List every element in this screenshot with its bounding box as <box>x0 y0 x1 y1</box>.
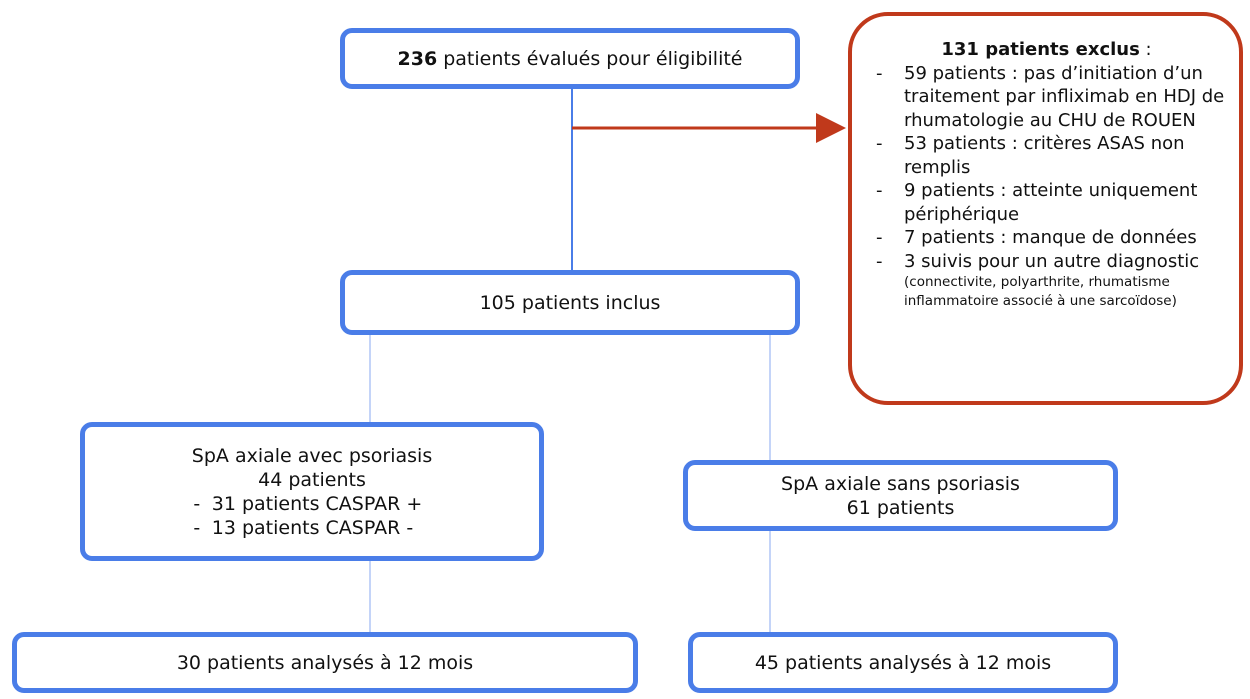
bullet: - <box>876 250 883 272</box>
bullet: - <box>193 492 201 515</box>
list-item: -53 patients : critères ASAS non remplis <box>866 132 1227 179</box>
analysed-with-box: 30 patients analysés à 12 mois <box>12 632 638 693</box>
list-item: -7 patients : manque de données <box>866 226 1227 250</box>
bullet: - <box>876 227 883 248</box>
bullet: - <box>876 180 883 201</box>
with-count: 44 patients <box>258 468 366 491</box>
screening-count: 236 <box>397 47 438 70</box>
item-text: 59 patients : pas d’initiation d’un trai… <box>904 62 1225 131</box>
item-text: 53 patients : critères ASAS non remplis <box>904 133 1185 178</box>
without-count: 61 patients <box>846 496 955 519</box>
analysed-without-text: 45 patients analysés à 12 mois <box>754 651 1052 674</box>
screening-box: 236 patients évalués pour éligibilité <box>340 28 800 89</box>
item-text: 9 patients : atteinte uniquement périphé… <box>904 180 1198 225</box>
bullet: - <box>876 133 883 154</box>
list-item: -31 patients CASPAR + <box>172 492 423 516</box>
with-title: SpA axiale avec psoriasis <box>191 444 433 467</box>
item-text: 7 patients : manque de données <box>904 227 1197 248</box>
excluded-note: (connectivite, polyarthrite, rhumatisme … <box>904 274 1177 309</box>
without-title: SpA axiale sans psoriasis <box>781 472 1020 495</box>
included-text: 105 patients inclus <box>479 291 661 314</box>
analysed-without-box: 45 patients analysés à 12 mois <box>688 632 1118 693</box>
without-psoriasis-box: SpA axiale sans psoriasis 61 patients <box>683 460 1118 531</box>
analysed-with-text: 30 patients analysés à 12 mois <box>176 651 474 674</box>
item-text: 3 suivis pour un autre diagnostic <box>904 250 1200 272</box>
excluded-title: 131 patients exclus <box>941 39 1140 60</box>
list-item: -3 suivis pour un autre diagnostic <box>866 250 1227 274</box>
list-item: -59 patients : pas d’initiation d’un tra… <box>866 62 1227 133</box>
bullet: - <box>193 516 201 539</box>
excluded-box: 131 patients exclus : -59 patients : pas… <box>848 12 1243 405</box>
list-item: -13 patients CASPAR - <box>172 516 423 540</box>
screening-text: patients évalués pour éligibilité <box>443 47 743 70</box>
item-text: 13 patients CASPAR - <box>211 516 414 539</box>
item-text: 31 patients CASPAR + <box>211 492 423 515</box>
included-box: 105 patients inclus <box>340 270 800 335</box>
excluded-suffix: : <box>1139 39 1152 60</box>
bullet: - <box>876 62 883 84</box>
with-psoriasis-box: SpA axiale avec psoriasis 44 patients -3… <box>80 422 544 561</box>
list-item: -9 patients : atteinte uniquement périph… <box>866 179 1227 226</box>
